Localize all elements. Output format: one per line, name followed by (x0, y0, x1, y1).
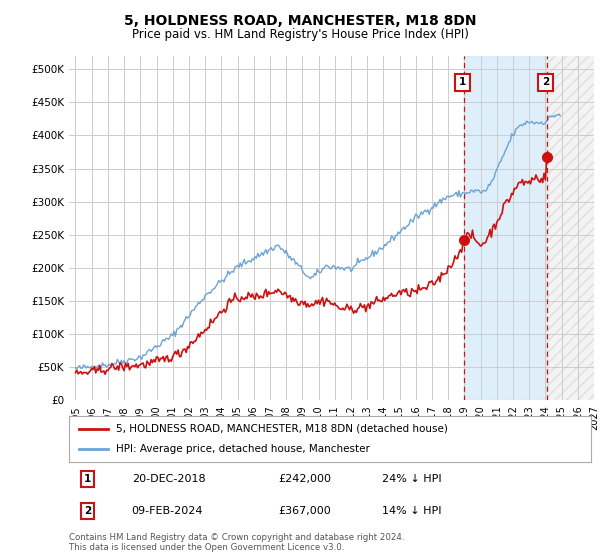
Text: Contains HM Land Registry data © Crown copyright and database right 2024.: Contains HM Land Registry data © Crown c… (69, 533, 404, 542)
Text: 14% ↓ HPI: 14% ↓ HPI (382, 506, 442, 516)
Text: £242,000: £242,000 (278, 474, 331, 484)
Text: 2: 2 (83, 506, 91, 516)
Text: 1: 1 (459, 77, 466, 87)
Text: 1: 1 (83, 474, 91, 484)
Text: £367,000: £367,000 (278, 506, 331, 516)
Text: HPI: Average price, detached house, Manchester: HPI: Average price, detached house, Manc… (116, 444, 370, 454)
Text: 2: 2 (542, 77, 550, 87)
Text: 5, HOLDNESS ROAD, MANCHESTER, M18 8DN: 5, HOLDNESS ROAD, MANCHESTER, M18 8DN (124, 14, 476, 28)
Text: 20-DEC-2018: 20-DEC-2018 (131, 474, 205, 484)
Bar (547, 56, 594, 400)
Text: This data is licensed under the Open Government Licence v3.0.: This data is licensed under the Open Gov… (69, 543, 344, 552)
Bar (464, 56, 547, 400)
Text: 5, HOLDNESS ROAD, MANCHESTER, M18 8DN (detached house): 5, HOLDNESS ROAD, MANCHESTER, M18 8DN (d… (116, 424, 448, 434)
Text: 09-FEB-2024: 09-FEB-2024 (131, 506, 203, 516)
Text: Price paid vs. HM Land Registry's House Price Index (HPI): Price paid vs. HM Land Registry's House … (131, 28, 469, 41)
Text: 24% ↓ HPI: 24% ↓ HPI (382, 474, 442, 484)
